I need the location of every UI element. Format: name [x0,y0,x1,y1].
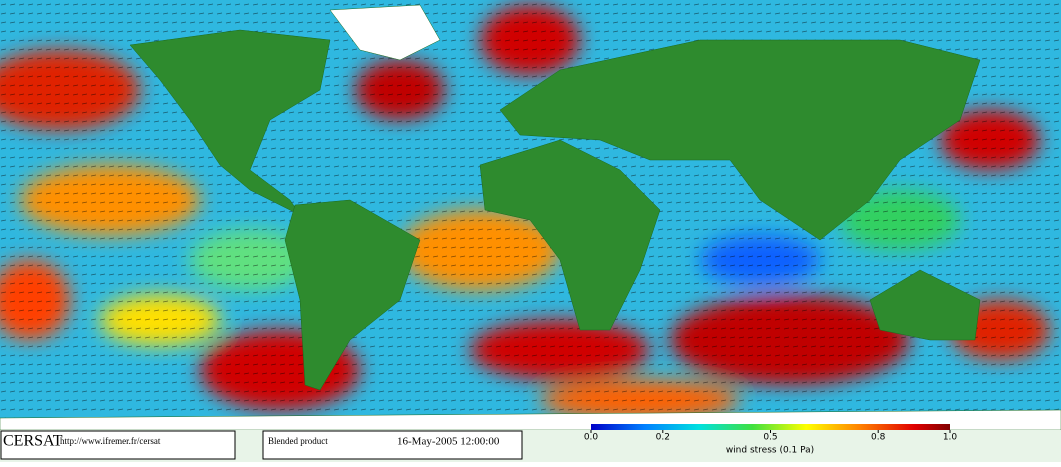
greenland [329,4,441,61]
product: Blended product [268,436,328,446]
eurasia [499,39,981,241]
footer-box [262,430,523,460]
australia [869,269,981,341]
africa [479,139,661,331]
colorbar-tick-label: 0.5 [763,433,777,443]
colorbar-tick-label: 0.8 [871,433,886,443]
url: http://www.ifremer.fr/cersat [60,436,161,446]
colorbar-label: wind stress (0.1 Pa) [726,446,814,456]
footer-box [0,430,236,460]
south-america [284,199,421,391]
colorbar [591,424,950,430]
date: 16-May-2005 12:00:00 [397,436,500,448]
logo: CERSAT [3,433,63,450]
colorbar-tick-label: 0.2 [656,433,670,443]
colorbar-tick-label: 0.0 [584,433,599,443]
north-america [129,29,331,216]
continents [0,4,1061,431]
colorbar-tick-label: 1.0 [943,433,958,443]
